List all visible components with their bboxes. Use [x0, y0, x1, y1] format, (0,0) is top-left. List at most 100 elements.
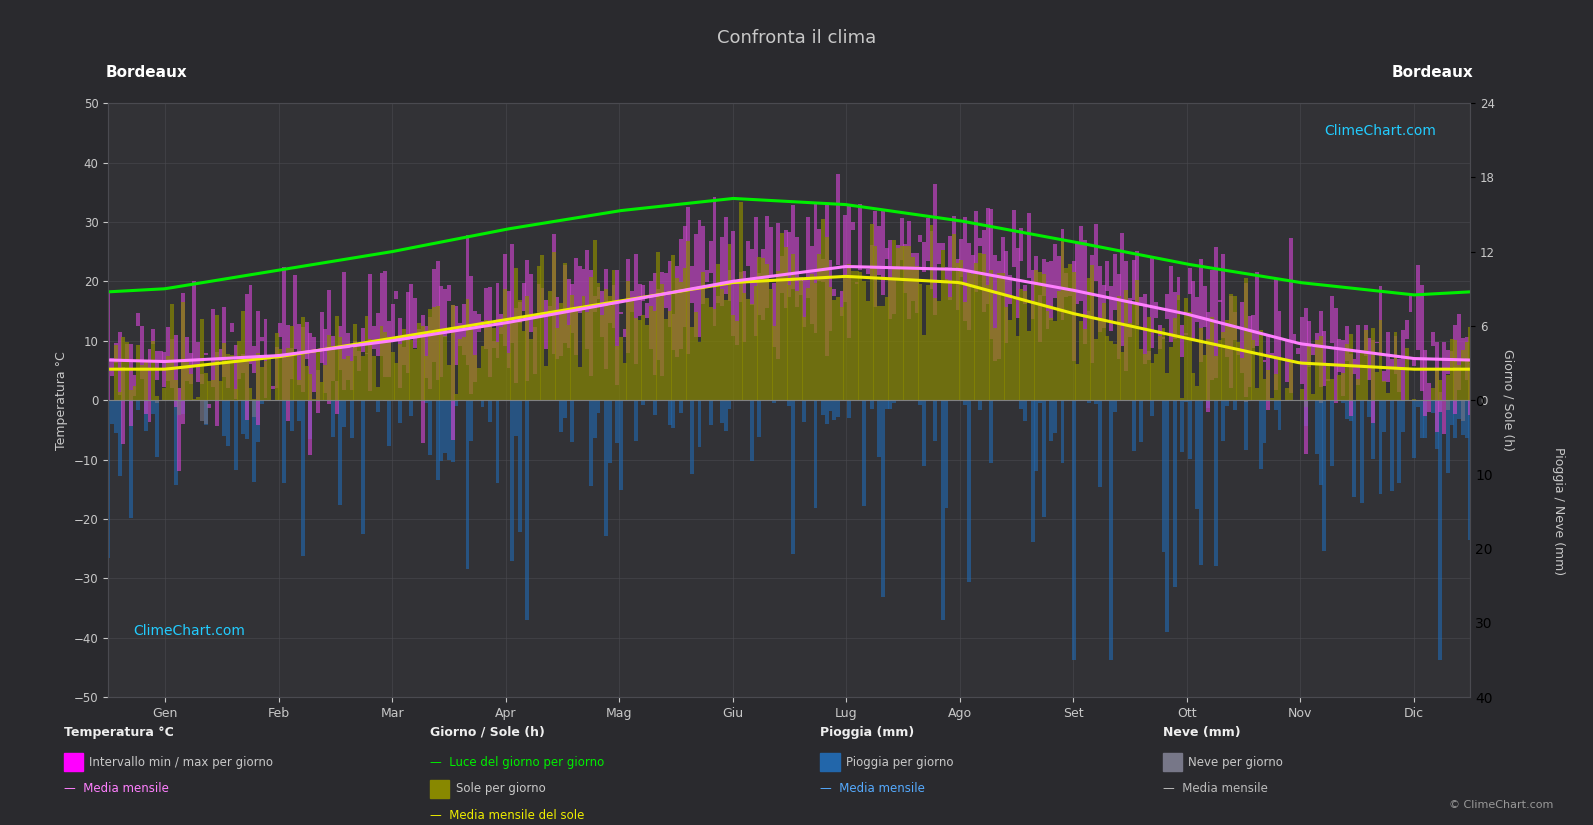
Bar	[900, 218, 903, 260]
Bar	[229, 323, 234, 332]
Bar	[327, 290, 331, 404]
Bar	[1128, 323, 1131, 400]
Bar	[1244, 282, 1247, 398]
Bar	[746, 241, 750, 266]
Bar	[1039, 400, 1042, 403]
Bar	[1341, 400, 1344, 403]
Bar	[1356, 379, 1360, 400]
Bar	[1161, 400, 1166, 552]
Bar	[143, 362, 148, 414]
Bar	[933, 298, 937, 400]
Bar	[1139, 400, 1144, 442]
Bar	[634, 254, 637, 365]
Bar	[922, 335, 926, 400]
Bar	[301, 317, 304, 400]
Bar	[742, 294, 747, 400]
Bar	[948, 236, 953, 299]
Bar	[1091, 255, 1094, 363]
Bar	[717, 263, 720, 400]
Bar	[1341, 373, 1344, 400]
Bar	[515, 268, 518, 400]
Bar	[1327, 379, 1330, 380]
Bar	[656, 252, 661, 400]
Bar	[615, 400, 620, 443]
Bar	[159, 351, 162, 363]
Bar	[1292, 334, 1297, 342]
Bar	[132, 375, 137, 396]
Bar	[1408, 294, 1413, 312]
Bar	[773, 282, 776, 346]
Bar	[279, 349, 282, 400]
Bar	[526, 295, 529, 400]
Bar	[690, 266, 695, 304]
Bar	[409, 340, 413, 400]
Bar	[945, 280, 948, 400]
Bar	[679, 238, 683, 349]
Bar	[803, 400, 806, 422]
Bar	[1450, 351, 1453, 367]
Bar	[1016, 336, 1020, 400]
Bar	[1364, 324, 1367, 356]
Bar	[1286, 400, 1289, 402]
Bar	[930, 225, 933, 400]
Text: Bordeaux: Bordeaux	[1391, 64, 1474, 79]
Bar	[1053, 321, 1058, 400]
Y-axis label: Giorno / Sole (h): Giorno / Sole (h)	[1502, 349, 1515, 451]
Bar	[1225, 323, 1230, 357]
Bar	[773, 400, 776, 403]
Text: Pioggia / Neve (mm): Pioggia / Neve (mm)	[1552, 447, 1566, 576]
Text: Neve per giorno: Neve per giorno	[1188, 756, 1284, 769]
Bar	[596, 400, 601, 412]
Bar	[518, 300, 523, 400]
Bar	[476, 368, 481, 400]
Bar	[118, 332, 121, 395]
Bar	[1222, 254, 1225, 338]
Bar	[1394, 332, 1397, 400]
Bar	[193, 399, 196, 400]
Bar	[312, 337, 315, 393]
Bar	[137, 345, 140, 400]
Bar	[1416, 266, 1419, 350]
Bar	[357, 351, 362, 371]
Bar	[1200, 400, 1203, 565]
Bar	[1319, 336, 1322, 400]
Bar	[589, 277, 593, 400]
Bar	[315, 350, 320, 400]
Bar	[1352, 359, 1356, 375]
Bar	[1045, 262, 1050, 329]
Bar	[237, 341, 241, 400]
Bar	[884, 248, 889, 259]
Bar	[562, 265, 567, 343]
Bar	[1442, 400, 1446, 401]
Bar	[346, 356, 350, 400]
Bar	[309, 400, 312, 439]
Bar	[653, 273, 656, 375]
Bar	[862, 281, 867, 400]
Bar	[234, 346, 237, 399]
Bar	[1458, 365, 1461, 400]
Bar	[279, 323, 282, 337]
Bar	[1252, 340, 1255, 400]
Bar	[331, 400, 335, 437]
Bar	[612, 271, 615, 400]
Bar	[1308, 345, 1311, 400]
Bar	[510, 243, 515, 342]
Bar	[1094, 224, 1098, 281]
Bar	[803, 317, 806, 400]
Bar	[113, 400, 118, 433]
Bar	[199, 400, 204, 421]
Bar	[867, 269, 870, 274]
Bar	[271, 386, 276, 389]
Bar	[1442, 342, 1446, 434]
Bar	[1005, 251, 1008, 342]
Bar	[215, 352, 218, 426]
Bar	[941, 400, 945, 620]
Bar	[301, 328, 304, 392]
Bar	[820, 219, 825, 400]
Bar	[1214, 356, 1219, 400]
Bar	[997, 273, 1000, 400]
Bar	[1214, 247, 1219, 378]
Bar	[918, 400, 922, 405]
Bar	[604, 290, 609, 400]
Bar	[379, 327, 384, 400]
